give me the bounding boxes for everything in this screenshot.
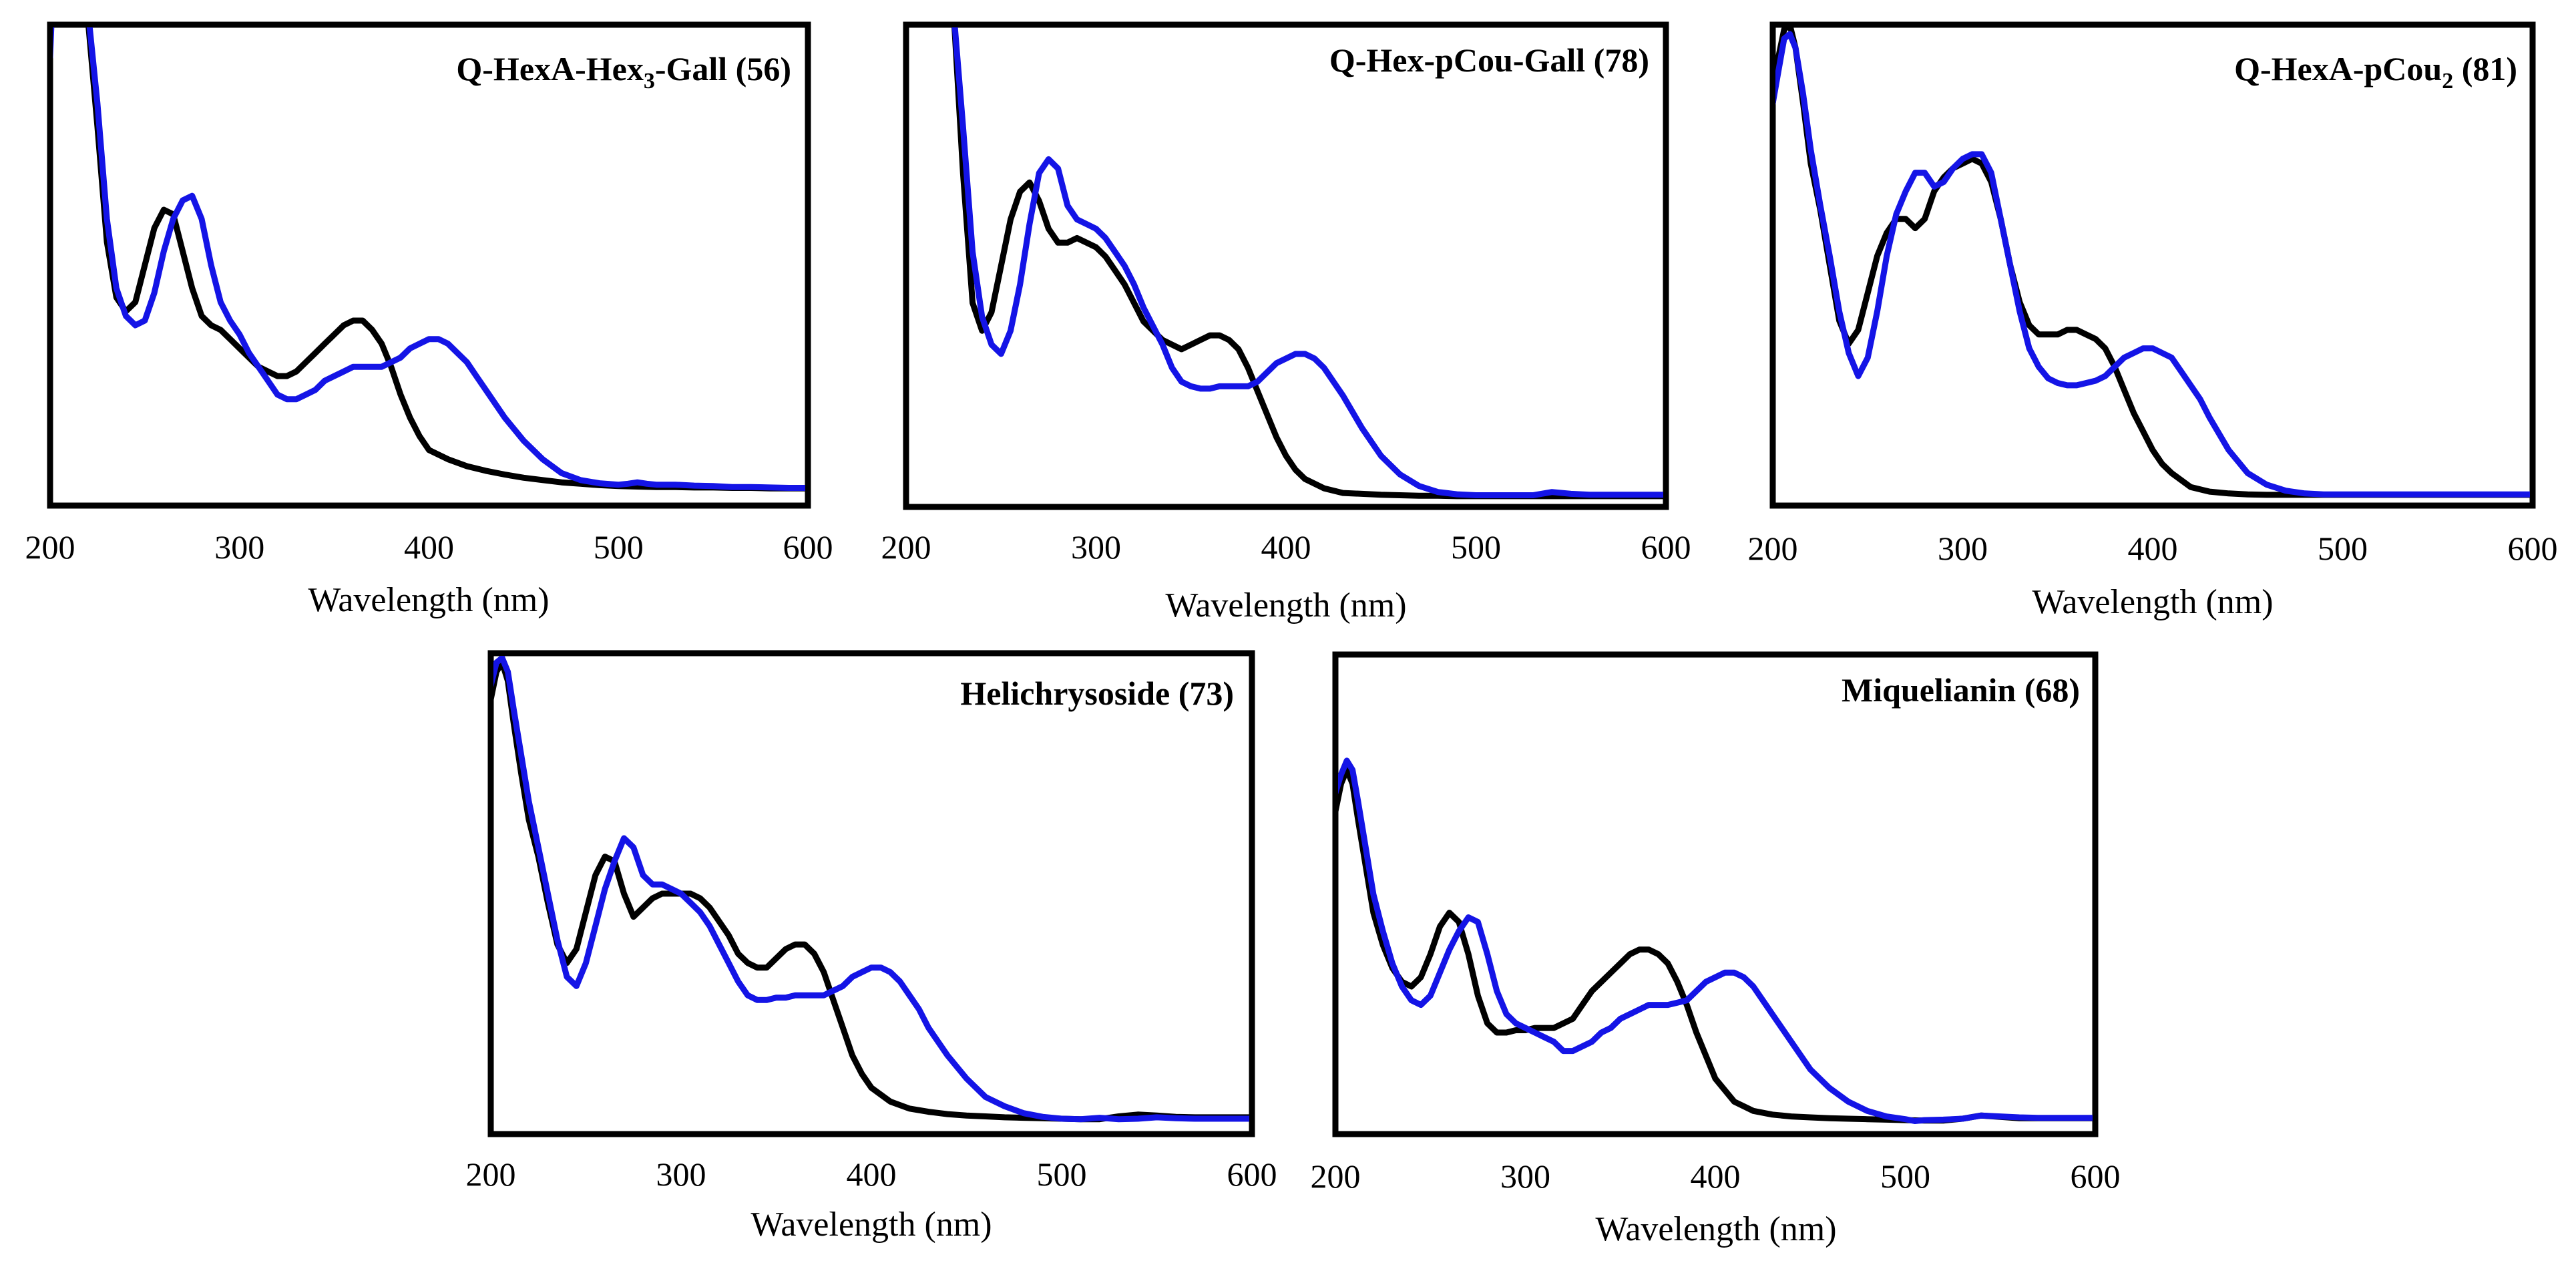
x-axis-label: Wavelength (nm) (2032, 583, 2273, 621)
panel-title: Miquelianin (68) (1842, 671, 2080, 709)
plot-frame (903, 21, 1669, 510)
panel-68: Miquelianin (68) Wavelength (nm) 200 300 4… (1311, 651, 2121, 1248)
x-tick-label: 500 (1880, 1157, 1930, 1195)
x-tick-label: 200 (25, 528, 75, 566)
panel-78: Q-Hex-pCou-Gall (78) Wavelength (nm) 200… (881, 21, 1691, 624)
x-axis-label: Wavelength (nm) (1165, 586, 1406, 624)
x-tick-label: 300 (1938, 530, 1988, 567)
series-line-blue (53, 27, 805, 491)
x-tick-label: 200 (881, 528, 931, 566)
x-tick-label: 300 (656, 1155, 706, 1193)
x-tick-label: 500 (2318, 530, 2368, 567)
series-line-blue (1338, 757, 2093, 1124)
x-tick-label: 600 (1641, 528, 1691, 566)
x-tick-label: 400 (2128, 530, 2178, 567)
panel-title: Q-Hex-pCou-Gall (78) (1329, 41, 1649, 79)
panel-73: Helichrysoside (73) Wavelength (nm) 200 3… (466, 650, 1277, 1244)
x-tick-label: 600 (2071, 1157, 2121, 1195)
x-tick-label: 400 (847, 1155, 897, 1193)
plot-frame (47, 21, 811, 509)
x-axis-label: Wavelength (nm) (308, 581, 549, 619)
plot-frame (1769, 21, 2536, 509)
x-tick-label: 300 (214, 528, 264, 566)
x-tick-label: 200 (1748, 530, 1798, 567)
plot-frame (487, 650, 1255, 1137)
series-line-blue (951, 27, 1663, 498)
x-tick-label: 300 (1071, 528, 1121, 566)
x-tick-label: 300 (1500, 1157, 1550, 1195)
x-tick-label: 400 (404, 528, 454, 566)
panel-56: Q-HexA-Hex3-Gall (56) Wavelength (nm) 20… (25, 21, 833, 619)
panel-81: Q-HexA-pCou2 (81) Wavelength (nm) 200 300… (1748, 21, 2558, 621)
x-tick-label: 400 (1261, 528, 1311, 566)
series-line-blue (493, 656, 1249, 1123)
x-tick-label: 500 (594, 528, 644, 566)
x-tick-label: 600 (1227, 1155, 1277, 1193)
panel-title: Helichrysoside (73) (960, 675, 1234, 712)
plot-frame (1332, 651, 2099, 1137)
x-tick-label: 500 (1037, 1155, 1087, 1193)
x-tick-label: 200 (466, 1155, 516, 1193)
series-line-black (951, 27, 1663, 500)
x-axis-label: Wavelength (nm) (1595, 1210, 1836, 1248)
panel-title: Q-HexA-pCou2 (81) (2234, 50, 2517, 94)
x-tick-label: 500 (1451, 528, 1501, 566)
series-line-blue (1775, 31, 2530, 498)
x-tick-label: 400 (1691, 1157, 1741, 1195)
panel-title: Q-HexA-Hex3-Gall (56) (456, 50, 791, 94)
x-tick-label: 200 (1311, 1157, 1361, 1195)
x-tick-label: 600 (2508, 530, 2558, 567)
x-tick-label: 600 (783, 528, 833, 566)
x-axis-label: Wavelength (nm) (750, 1206, 992, 1244)
